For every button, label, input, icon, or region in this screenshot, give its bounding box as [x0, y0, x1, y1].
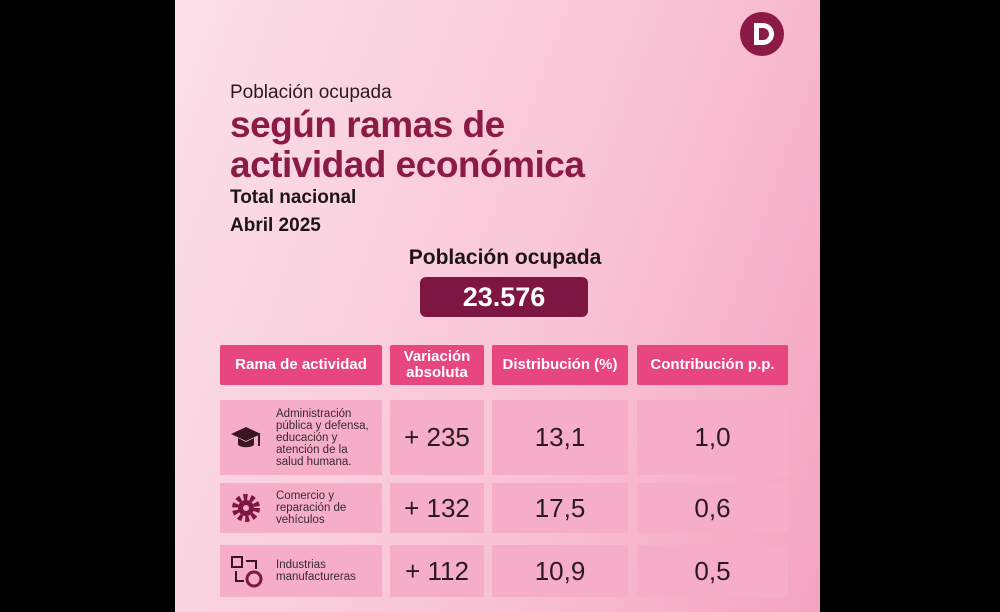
infographic: Población ocupada según ramas de activid… — [175, 0, 820, 612]
logo — [740, 12, 784, 56]
column-header: Variación absoluta — [390, 345, 484, 385]
value-cell: 1,0 — [637, 400, 788, 475]
activity-label: Administración pública y defensa, educac… — [276, 407, 369, 468]
value-cell: 10,9 — [492, 545, 628, 597]
value-cell: 0,5 — [637, 545, 788, 597]
value-cell: + 132 — [390, 483, 484, 533]
value-cell: 0,6 — [637, 483, 788, 533]
value-cell: + 112 — [390, 545, 484, 597]
row-cell: Industrias manufactureras — [220, 545, 382, 597]
title: según ramas de — [230, 104, 505, 145]
row-cell: Administración pública y defensa, educac… — [220, 400, 382, 475]
highlight-value: 23.576 — [420, 277, 588, 317]
activity-label: Comercio y reparación de vehículos — [276, 490, 347, 526]
activity-label: Industrias manufactureras — [276, 559, 356, 583]
value-cell: + 235 — [390, 400, 484, 475]
title: actividad económica — [230, 144, 585, 185]
column-header: Rama de actividad — [220, 345, 382, 385]
subtitle: Población ocupada — [230, 82, 392, 103]
period: Abril 2025 — [230, 215, 321, 236]
column-header: Contribución p.p. — [637, 345, 788, 385]
value-cell: 17,5 — [492, 483, 628, 533]
scope: Total nacional — [230, 187, 357, 208]
highlight-label: Población ocupada — [408, 246, 602, 269]
value-cell: 13,1 — [492, 400, 628, 475]
column-header: Distribución (%) — [492, 345, 628, 385]
row-cell: Comercio y reparación de vehículos — [220, 483, 382, 533]
